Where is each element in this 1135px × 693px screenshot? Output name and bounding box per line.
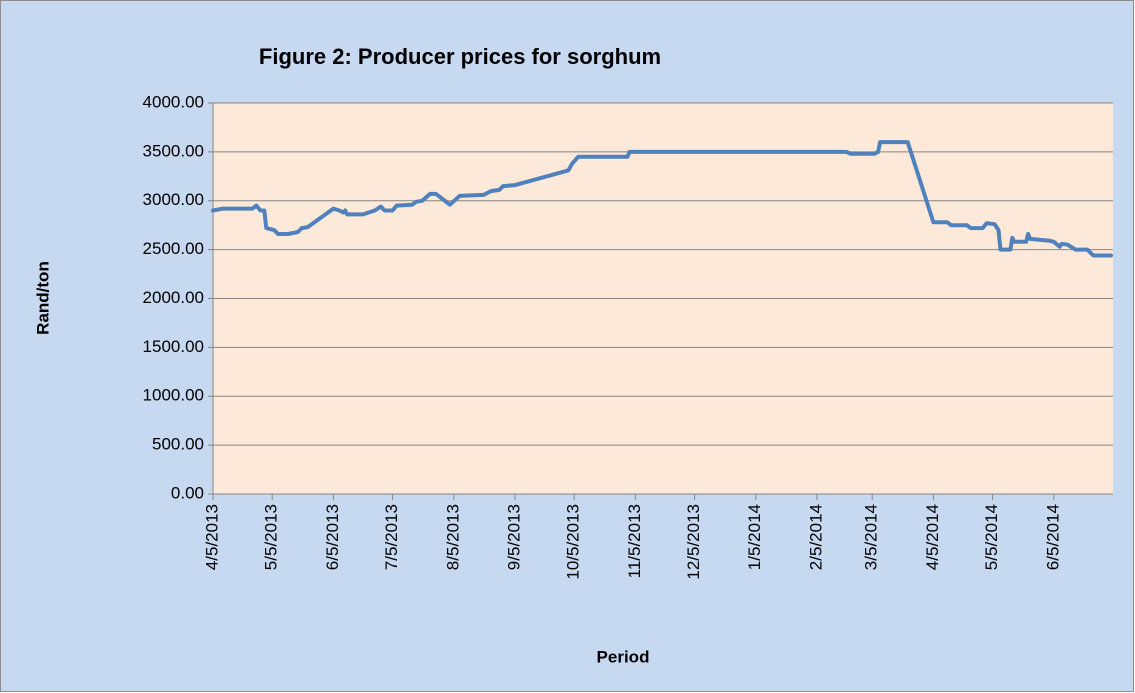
y-tick-label: 1000.00 (143, 386, 204, 405)
x-tick-label: 3/5/2014 (862, 504, 881, 570)
y-tick-label: 3500.00 (143, 141, 204, 160)
x-tick-label: 2/5/2014 (806, 504, 825, 570)
y-tick-label: 0.00 (171, 483, 204, 502)
x-tick-label: 8/5/2013 (443, 504, 462, 570)
y-axis-label: Rand/ton (33, 261, 52, 335)
x-axis-label: Period (597, 647, 650, 666)
x-tick-label: 11/5/2013 (625, 504, 644, 578)
data-line (211, 140, 1113, 258)
x-tick-label: 10/5/2013 (564, 504, 583, 580)
x-tick-label: 6/5/2013 (323, 504, 342, 570)
y-tick-label: 500.00 (152, 435, 204, 454)
x-tick-label: 5/5/2014 (982, 504, 1001, 570)
y-tick-label: 2500.00 (143, 239, 204, 258)
x-tick-label: 7/5/2013 (382, 504, 401, 570)
x-tick-label: 4/5/2013 (202, 504, 221, 570)
y-tick-label: 3000.00 (143, 190, 204, 209)
chart-title: Figure 2: Producer prices for sorghum (259, 44, 661, 69)
x-tick-label: 6/5/2014 (1043, 504, 1062, 570)
y-tick-label: 4000.00 (143, 92, 204, 111)
x-tick-label: 12/5/2013 (684, 504, 703, 580)
x-tick-label: 9/5/2013 (504, 504, 523, 570)
y-tick-label: 1500.00 (143, 337, 204, 356)
x-tick-label: 1/5/2014 (745, 504, 764, 570)
x-tick-label: 5/5/2013 (262, 504, 281, 570)
x-tick-label: 4/5/2014 (923, 504, 942, 570)
y-tick-label: 2000.00 (143, 288, 204, 307)
